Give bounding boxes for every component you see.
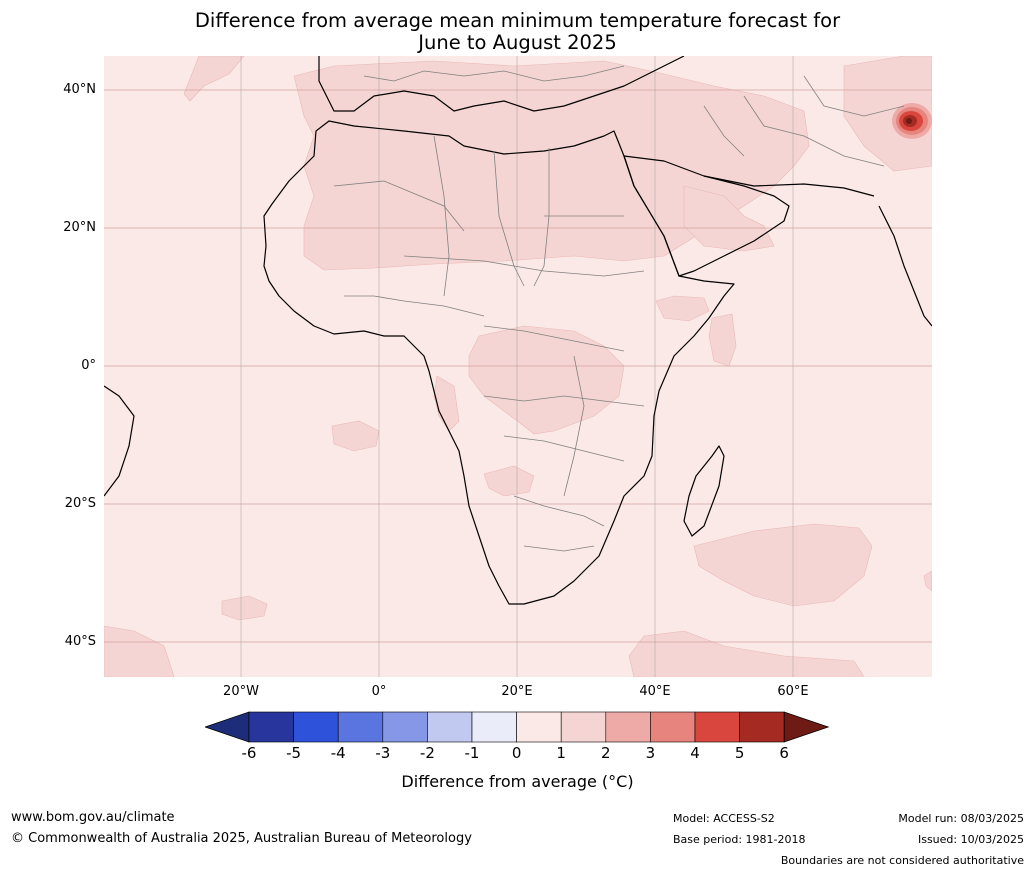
forecast-map — [104, 56, 932, 677]
footer-issued: Issued: 10/03/2025 — [917, 833, 1024, 846]
footer-website: www.bom.gov.au/climate — [11, 810, 175, 825]
lat-label-20n: 20°N — [63, 220, 96, 235]
colorbar-bin — [427, 711, 473, 743]
footer-disclaimer: Boundaries are not considered authoritat… — [780, 854, 1024, 867]
footer-model-run: Model run: 08/03/2025 — [898, 812, 1024, 825]
colorbar-tick-label: 2 — [601, 744, 611, 762]
colorbar-tick-label: 6 — [779, 744, 789, 762]
lat-label-20s: 20°S — [64, 496, 96, 511]
lat-label-40s: 40°S — [64, 634, 96, 649]
colorbar-tick-label: 3 — [645, 744, 656, 762]
lon-label-40e: 40°E — [639, 684, 671, 699]
colorbar-bin — [560, 711, 607, 743]
colorbar-bin — [516, 711, 562, 743]
colorbar-bin — [471, 711, 517, 743]
title-line-2: June to August 2025 — [418, 31, 617, 54]
colorbar-bin — [605, 711, 651, 743]
colorbar-low-extend — [205, 711, 250, 743]
chart-title: Difference from average mean minimum tem… — [0, 10, 1035, 54]
lon-label-0: 0° — [371, 684, 387, 699]
footer-base-period: Base period: 1981-2018 — [673, 833, 806, 846]
coastlines — [104, 56, 932, 605]
country-borders — [333, 65, 905, 552]
colorbar-tick-label: -5 — [286, 744, 302, 762]
colorbar-high-extend — [783, 711, 830, 743]
colorbar-bin — [337, 711, 384, 743]
footer-model: Model: ACCESS-S2 — [673, 812, 775, 825]
lon-label-20e: 20°E — [501, 684, 533, 699]
footer-copyright: © Commonwealth of Australia 2025, Austra… — [11, 831, 472, 846]
colorbar-tick-label: 1 — [556, 744, 566, 762]
colorbar-label: Difference from average (°C) — [401, 772, 634, 791]
anomaly-1-2-regions — [104, 56, 932, 677]
colorbar-bin — [739, 711, 785, 743]
colorbar-bin — [694, 711, 740, 743]
colorbar-tick-label: 0 — [511, 744, 522, 762]
hotspot-anomaly — [892, 103, 932, 139]
lon-label-60e: 60°E — [777, 684, 809, 699]
lon-label-20w: 20°W — [223, 684, 259, 699]
colorbar-tick-label: 4 — [690, 744, 700, 762]
lat-label-equator: 0° — [81, 358, 96, 373]
colorbar-bin — [293, 711, 339, 743]
colorbar-tick-label: -4 — [330, 744, 346, 762]
colorbar-tick-label: 5 — [734, 744, 745, 762]
colorbar-bin — [248, 711, 294, 743]
lat-label-40n: 40°N — [63, 82, 96, 97]
meridians — [240, 56, 794, 677]
colorbar-tick-label: -1 — [464, 744, 480, 762]
colorbar-tick-label: -2 — [419, 744, 435, 762]
colorbar — [205, 711, 830, 743]
colorbar-bin — [382, 711, 428, 743]
graticule — [104, 89, 932, 643]
title-line-1: Difference from average mean minimum tem… — [194, 9, 841, 32]
colorbar-tick-label: -3 — [375, 744, 391, 762]
colorbar-tick-label: -6 — [241, 744, 257, 762]
colorbar-bin — [650, 711, 696, 743]
